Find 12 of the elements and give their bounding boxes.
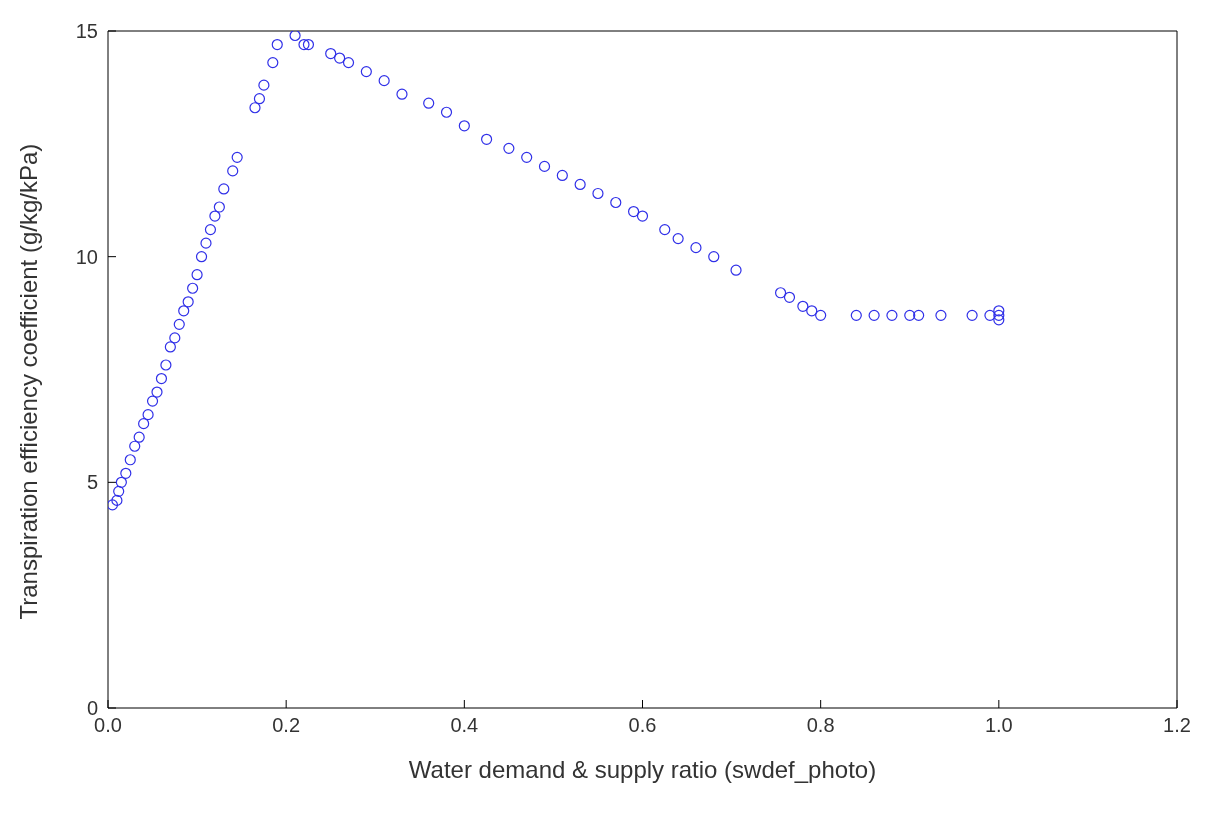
x-tick-label: 0.4: [450, 714, 479, 737]
y-axis-title: Transpiration efficiency coefficient (g/kg/kPa): [14, 143, 42, 620]
x-tick-label: 0.2: [272, 714, 301, 737]
x-axis-title: Water demand & supply ratio (swdef_photo): [408, 756, 877, 783]
y-tick-label: 10: [75, 245, 98, 268]
y-tick-label: 5: [86, 471, 98, 494]
x-tick-label: 0.0: [94, 714, 122, 737]
x-tick-label: 1.0: [984, 714, 1013, 737]
x-tick-label: 0.8: [806, 714, 835, 737]
x-tick-label: 1.2: [1163, 714, 1191, 737]
x-tick-label: 0.6: [628, 714, 657, 737]
y-tick-label: 15: [75, 20, 98, 43]
